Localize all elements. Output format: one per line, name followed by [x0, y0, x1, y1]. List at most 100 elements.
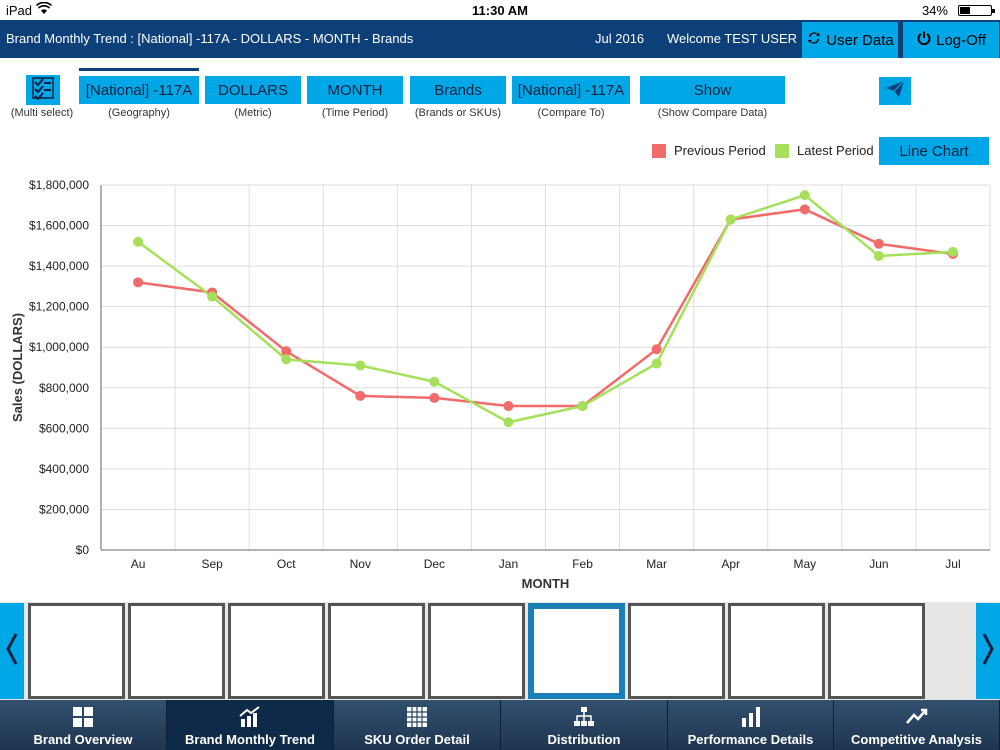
filter-bar: (Multi select) [National] -117A (Geograp…	[0, 68, 1000, 126]
time-period-caption: (Time Period)	[321, 107, 389, 119]
welcome-text: Welcome TEST USER	[667, 31, 798, 46]
status-bar: iPad 11:30 AM 34%	[0, 0, 1000, 20]
x-tick-label: Apr	[721, 557, 740, 571]
data-point-previous	[651, 344, 662, 355]
bottom-tab-bar: Brand Overview Brand Monthly Trend SKU O…	[0, 700, 1000, 750]
metric-filter-button[interactable]: DOLLARS	[205, 76, 301, 104]
x-tick-label: Mar	[646, 557, 667, 571]
thumbnail-item[interactable]	[628, 603, 725, 699]
data-point-latest	[207, 291, 218, 302]
metric-caption: (Metric)	[234, 107, 272, 119]
wifi-icon	[35, 1, 53, 18]
data-point-latest	[947, 246, 958, 257]
scroll-left-button[interactable]	[0, 603, 24, 699]
latest-swatch	[775, 143, 789, 158]
app-header: Brand Monthly Trend : [National] -117A -…	[0, 20, 1000, 58]
data-point-latest	[133, 236, 144, 247]
tab-label: Distribution	[547, 732, 621, 747]
battery-percent: 34%	[921, 3, 948, 18]
multi-select-button[interactable]	[26, 75, 60, 105]
thumbnail-item[interactable]	[828, 603, 925, 699]
paper-plane-icon	[885, 80, 905, 103]
compare-to-filter-button[interactable]: [National] -117A	[512, 76, 630, 104]
tab-label: Competitive Analysis	[850, 732, 982, 747]
tab-distribution[interactable]: Distribution	[501, 700, 668, 750]
trend-bars-icon	[167, 706, 333, 728]
data-point-latest	[281, 354, 292, 365]
legend-previous: Previous Period	[652, 143, 766, 158]
power-icon	[916, 30, 932, 50]
thumbnail-item[interactable]	[728, 603, 825, 699]
refresh-icon	[806, 30, 822, 50]
data-point-previous	[281, 346, 292, 357]
thumbnail-item[interactable]	[228, 603, 325, 699]
thumbnail-item[interactable]	[328, 603, 425, 699]
legend-previous-label: Previous Period	[674, 143, 766, 158]
tab-competitive-analysis[interactable]: Competitive Analysis	[834, 700, 1000, 750]
y-tick-label: $1,200,000	[29, 300, 89, 314]
x-tick-label: Feb	[572, 557, 593, 571]
scroll-right-button[interactable]	[976, 603, 1000, 699]
compare-to-caption: (Compare To)	[537, 107, 605, 119]
tab-performance-details[interactable]: Performance Details	[668, 700, 834, 750]
tab-label: SKU Order Detail	[364, 732, 470, 747]
thumbnail-item[interactable]	[528, 603, 625, 699]
current-month: Jul 2016	[595, 31, 645, 46]
data-point-previous	[873, 238, 884, 249]
user-data-button[interactable]: User Data	[802, 22, 898, 58]
y-axis-title: Sales (DOLLARS)	[10, 313, 25, 422]
x-tick-label: Sep	[201, 557, 223, 571]
thumbnail-item[interactable]	[28, 603, 125, 699]
series-line-latest	[137, 193, 954, 424]
x-tick-label: Au	[131, 557, 146, 571]
data-point-previous	[133, 277, 144, 288]
show-compare-button[interactable]: Show	[640, 76, 785, 104]
tab-label: Brand Overview	[33, 732, 133, 747]
thumbnail-item[interactable]	[428, 603, 525, 699]
logoff-button[interactable]: Log-Off	[903, 22, 999, 58]
x-tick-label: Nov	[350, 557, 371, 571]
series-line-previous	[137, 208, 954, 408]
x-tick-label: Jun	[869, 557, 888, 571]
geography-filter-button[interactable]: [National] -117A	[79, 76, 199, 104]
multi-select-icon	[31, 76, 55, 105]
y-tick-label: $1,000,000	[29, 340, 89, 354]
data-point-previous	[429, 392, 440, 403]
time-period-filter-button[interactable]: MONTH	[307, 76, 403, 104]
brands-filter-button[interactable]: Brands	[410, 76, 506, 104]
data-point-previous	[503, 401, 514, 412]
x-axis-title: MONTH	[522, 576, 570, 591]
clock: 11:30 AM	[472, 3, 528, 18]
trend-line-icon	[834, 706, 999, 728]
tab-brand-monthly-trend[interactable]: Brand Monthly Trend	[167, 700, 334, 750]
battery-icon	[958, 5, 995, 16]
line-chart: $0 $200,000 $400,000 $600,000 $800,000 $1,000…	[10, 178, 991, 591]
data-point-latest	[355, 360, 366, 371]
y-tick-label: $0	[76, 543, 90, 557]
geography-caption: (Geography)	[108, 107, 170, 119]
y-tick-label: $1,800,000	[29, 178, 89, 192]
data-point-latest	[725, 214, 736, 225]
chevron-right-icon	[981, 632, 995, 671]
show-compare-caption: (Show Compare Data)	[657, 107, 768, 119]
geography-underline	[79, 68, 199, 71]
data-point-latest	[503, 417, 514, 428]
data-point-latest	[429, 376, 440, 387]
data-point-previous	[355, 390, 366, 401]
data-point-latest	[873, 250, 884, 261]
y-tick-label: $600,000	[39, 421, 89, 435]
tab-brand-overview[interactable]: Brand Overview	[0, 700, 167, 750]
thumbnail-strip	[0, 602, 1000, 700]
send-button[interactable]	[879, 77, 911, 105]
previous-swatch	[652, 143, 666, 158]
y-tick-label: $400,000	[39, 462, 89, 476]
line-chart-button[interactable]: Line Chart	[879, 137, 989, 165]
tab-sku-order-detail[interactable]: SKU Order Detail	[334, 700, 501, 750]
data-point-latest	[577, 401, 588, 412]
tab-label: Performance Details	[687, 732, 814, 747]
device-name: iPad	[6, 3, 33, 18]
x-tick-label: May	[793, 557, 816, 571]
thumbnail-item[interactable]	[128, 603, 225, 699]
data-point-latest	[651, 358, 662, 369]
